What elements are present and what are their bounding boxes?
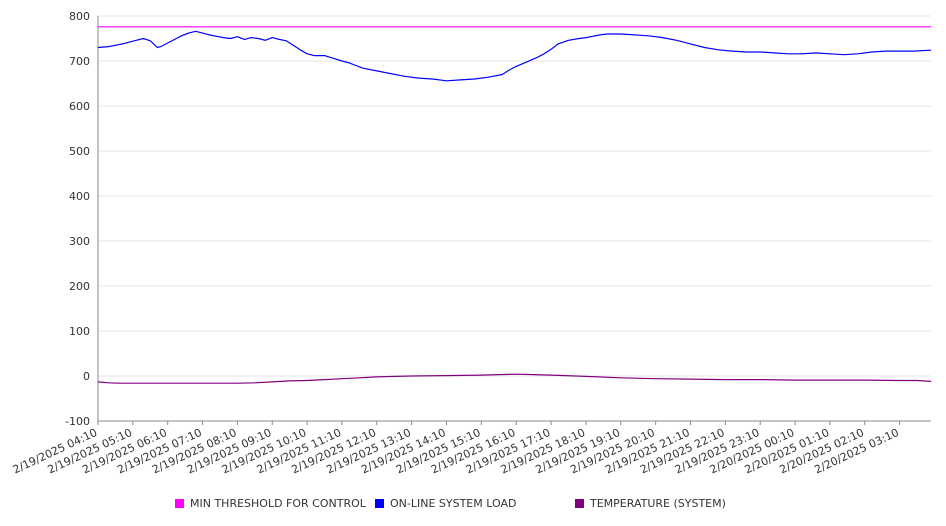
legend-item-temperature[interactable]: TEMPERATURE (SYSTEM): [575, 497, 726, 510]
legend-swatch-load: [375, 499, 384, 508]
y-tick-label: -100: [65, 415, 90, 428]
y-tick-label: 100: [69, 325, 90, 338]
y-tick-label: 300: [69, 235, 90, 248]
legend-label-threshold: MIN THRESHOLD FOR CONTROL: [190, 497, 366, 510]
y-tick-label: 200: [69, 280, 90, 293]
axes: [97, 16, 931, 425]
x-tick-labels: 2/19/2025 04:102/19/2025 05:102/19/2025 …: [11, 426, 901, 476]
legend-label-load: ON-LINE SYSTEM LOAD: [390, 497, 517, 510]
y-tick-label: 400: [69, 190, 90, 203]
series-load-line: [97, 30, 932, 82]
line-chart: -100 0 100 200 300 400 500 600 700 800 2/19/2025 …: [11, 10, 932, 476]
series-temperature-line: [97, 373, 932, 384]
y-tick-label: 500: [69, 145, 90, 158]
legend-swatch-temperature: [575, 499, 584, 508]
series-lines: [97, 26, 932, 384]
y-tick-label: 700: [69, 55, 90, 68]
legend-item-threshold[interactable]: MIN THRESHOLD FOR CONTROL: [175, 497, 366, 510]
legend-swatch-threshold: [175, 499, 184, 508]
y-tick-label: 0: [83, 370, 90, 383]
y-tick-label: 800: [69, 10, 90, 23]
legend-label-temperature: TEMPERATURE (SYSTEM): [590, 497, 726, 510]
legend-item-load[interactable]: ON-LINE SYSTEM LOAD: [375, 497, 516, 510]
y-tick-label: 600: [69, 100, 90, 113]
grid-lines: [98, 15, 931, 422]
y-tick-labels: -100 0 100 200 300 400 500 600 700 800: [65, 10, 90, 428]
legend: MIN THRESHOLD FOR CONTROL ON-LINE SYSTEM…: [0, 497, 946, 515]
